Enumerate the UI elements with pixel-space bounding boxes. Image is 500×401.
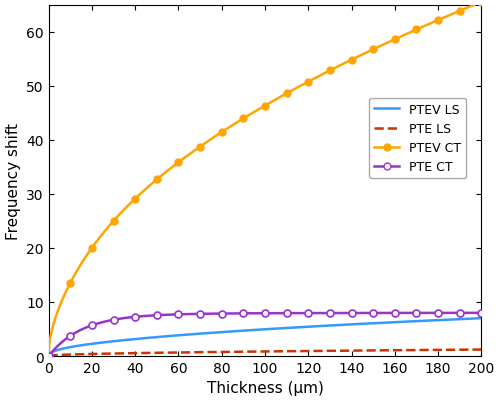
PTEV CT	[244, 114, 250, 119]
PTEV LS	[244, 328, 250, 333]
PTE LS	[244, 349, 250, 354]
PTE CT	[478, 311, 484, 316]
PTE LS	[46, 354, 52, 358]
PTEV CT	[466, 6, 471, 10]
PTEV LS	[466, 316, 471, 321]
PTE LS	[386, 348, 392, 353]
X-axis label: Thickness (μm): Thickness (μm)	[206, 381, 324, 395]
Line: PTEV CT: PTEV CT	[48, 3, 482, 356]
Line: PTE CT: PTE CT	[48, 313, 482, 356]
PTEV LS	[256, 327, 262, 332]
Line: PTEV LS: PTEV LS	[48, 318, 482, 356]
PTEV CT	[386, 40, 392, 45]
PTEV CT	[256, 107, 262, 112]
PTEV LS	[478, 316, 484, 321]
PTEV LS	[466, 316, 472, 321]
Y-axis label: Frequency shift: Frequency shift	[6, 122, 20, 239]
Line: PTE LS: PTE LS	[48, 350, 482, 356]
PTEV CT	[68, 280, 73, 285]
PTEV LS	[386, 320, 392, 325]
PTE LS	[466, 347, 471, 352]
PTE CT	[466, 311, 471, 316]
PTE CT	[46, 354, 52, 358]
PTE LS	[68, 352, 73, 357]
PTEV CT	[478, 0, 484, 5]
PTE LS	[478, 347, 484, 352]
PTE LS	[256, 349, 262, 354]
PTE CT	[68, 333, 73, 338]
PTE CT	[244, 311, 250, 316]
PTEV CT	[46, 353, 52, 358]
PTEV CT	[466, 6, 472, 10]
PTEV LS	[68, 345, 73, 350]
PTE LS	[466, 347, 472, 352]
PTE CT	[466, 311, 472, 316]
PTE CT	[256, 311, 262, 316]
Legend: PTEV LS, PTE LS, PTEV CT, PTE CT: PTEV LS, PTE LS, PTEV CT, PTE CT	[370, 99, 466, 179]
PTE CT	[386, 311, 392, 316]
PTEV LS	[46, 354, 52, 358]
